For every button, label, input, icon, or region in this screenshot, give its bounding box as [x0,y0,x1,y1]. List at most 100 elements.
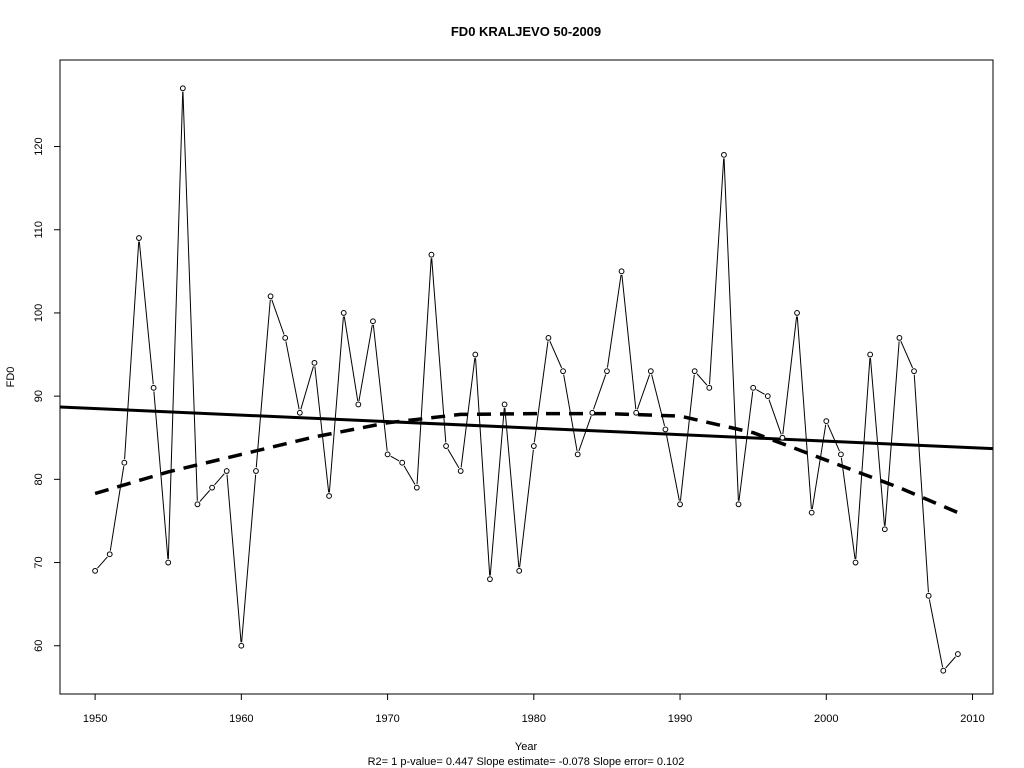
series-segment [782,316,798,435]
series-segment [328,316,344,493]
data-point [340,310,347,316]
series-segment [913,374,929,593]
data-point [443,443,449,449]
x-tick-label: 1960 [229,713,253,725]
data-point [940,667,947,674]
series-segment [679,374,695,501]
series-segment [709,158,725,385]
data-point [589,409,596,416]
data-point [355,401,362,408]
x-axis: 1950 1960 1970 1980 1990 2000 2010 [83,694,985,725]
data-point [267,293,274,300]
data-point [413,484,420,491]
series-segment [447,448,460,469]
series-segment [285,341,300,410]
x-axis-label: Year [515,741,538,753]
data-point [706,384,713,391]
series-segment [811,424,827,510]
x-tick-label: 2000 [814,713,838,725]
data-point [560,368,566,375]
data-point [604,368,610,375]
data-point [823,418,830,424]
data-point [618,268,625,275]
data-point [808,509,815,516]
x-tick-label: 2010 [960,713,984,725]
data-point [794,310,800,316]
y-axis-label: FD0 [5,367,17,388]
series-segment [549,340,563,369]
series-segment [768,399,782,435]
data-point [238,642,245,649]
series-segment [475,358,491,576]
series-segment [214,473,225,486]
data-point [136,235,142,241]
series-segment [403,465,416,485]
x-tick-label: 1990 [668,713,692,725]
series-segment [593,374,607,410]
data-point [399,459,406,466]
data-point [721,151,727,158]
data-point [165,559,172,566]
series-segment [226,474,242,643]
data-point [911,368,917,375]
data-point [121,459,128,466]
series-segment [840,457,856,560]
data-point [282,334,289,341]
x-tick-label: 1980 [522,713,546,725]
data-point [925,592,932,599]
series-segment [636,374,651,410]
data-point [881,526,888,533]
series-segment [153,391,169,559]
data-point [194,501,201,508]
y-tick-label: 60 [33,640,45,652]
linear-trend-line [59,405,994,451]
series-segment [796,316,812,510]
series-segment [855,358,871,559]
series-segment [504,407,520,568]
data-point [516,567,523,574]
y-tick-label: 80 [33,473,45,485]
data-point [487,576,493,583]
chart-title: FD0 KRALJEVO 50-2009 [451,24,601,39]
series-segment [372,324,388,451]
series-segment [167,91,184,559]
y-tick-label: 120 [33,137,45,155]
data-point [545,334,552,341]
data-point [647,368,654,375]
series-segment [827,424,840,452]
data-point [296,409,303,416]
data-point [764,393,771,400]
data-point [179,85,186,92]
series-segment [738,391,754,501]
data-point [896,334,903,341]
series-segment [431,258,447,443]
smoothed-trend-line [94,411,959,515]
data-point [779,434,786,441]
data-point [633,409,640,416]
series-segment [358,324,373,401]
data-point [662,426,669,433]
series-segment [109,466,125,551]
data-point [209,484,215,491]
data-point [574,451,581,458]
data-point [326,493,332,499]
series-segment [651,374,666,427]
plot-frame [59,59,994,695]
y-tick-label: 90 [33,390,45,402]
series-segment [884,341,900,526]
series-segment [343,316,359,401]
series-segment [519,449,534,568]
data-point [677,501,683,508]
data-point [735,501,742,508]
x-tick-label: 1970 [375,713,399,725]
series-segment [314,366,330,493]
data-point [428,251,435,258]
series-segment [460,358,476,468]
series-segment [124,241,140,460]
series-segment [578,416,592,452]
series-segment [621,274,637,410]
series-segment [665,432,680,501]
y-tick-label: 110 [33,221,45,239]
